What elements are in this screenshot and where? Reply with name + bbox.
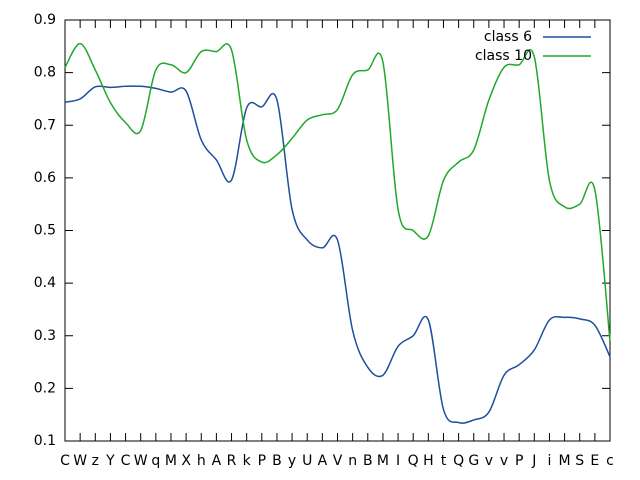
x-tick-label: W <box>134 453 148 469</box>
legend-label: class 6 <box>484 29 532 45</box>
x-tick-label: P <box>515 453 523 469</box>
x-tick-label: C <box>60 453 70 469</box>
x-tick-label: q <box>151 453 160 469</box>
x-tick-label: c <box>606 453 614 469</box>
x-tick-label: n <box>348 453 357 469</box>
x-tick-label: v <box>500 453 508 469</box>
x-tick-label: A <box>212 453 222 469</box>
y-tick-label: 0.7 <box>34 117 56 133</box>
x-tick-label: H <box>423 453 434 469</box>
x-tick-label: M <box>165 453 177 469</box>
x-tick-label: M <box>377 453 389 469</box>
x-tick-label: E <box>590 453 599 469</box>
y-tick-label: 0.2 <box>34 380 56 396</box>
x-tick-label: R <box>227 453 237 469</box>
y-tick-label: 0.8 <box>34 65 56 81</box>
x-tick-label: B <box>272 453 282 469</box>
x-tick-label: y <box>288 453 296 469</box>
x-tick-label: S <box>575 453 584 469</box>
line-series <box>64 85 611 424</box>
x-tick-label: z <box>92 453 99 469</box>
x-tick-label: v <box>485 453 493 469</box>
x-tick-label: P <box>258 453 266 469</box>
x-tick-label: i <box>547 453 551 469</box>
x-tick-label: V <box>333 453 343 469</box>
x-tick-label: J <box>531 453 536 469</box>
x-tick-label: B <box>363 453 373 469</box>
x-tick-label: Q <box>453 453 464 469</box>
x-tick-label: h <box>197 453 206 469</box>
y-tick-label: 0.5 <box>34 223 56 239</box>
x-tick-label: t <box>441 453 447 469</box>
x-tick-label: C <box>121 453 131 469</box>
x-tick-label: Y <box>105 453 115 469</box>
x-tick-label: I <box>396 453 400 469</box>
x-tick-label: M <box>559 453 571 469</box>
x-tick-label: k <box>243 453 252 469</box>
x-tick-label: G <box>468 453 479 469</box>
y-tick-label: 0.1 <box>34 433 56 449</box>
x-tick-label: A <box>318 453 328 469</box>
line-series <box>64 42 611 342</box>
x-tick-label: X <box>181 453 191 469</box>
plot-frame <box>64 19 611 442</box>
legend-label: class 10 <box>475 48 532 64</box>
y-tick-label: 0.6 <box>34 170 56 186</box>
y-tick-label: 0.9 <box>34 12 56 28</box>
y-tick-label: 0.3 <box>34 328 56 344</box>
y-tick-label: 0.4 <box>34 275 56 291</box>
x-tick-label: U <box>302 453 312 469</box>
x-tick-label: Q <box>408 453 419 469</box>
x-tick-label: W <box>73 453 87 469</box>
